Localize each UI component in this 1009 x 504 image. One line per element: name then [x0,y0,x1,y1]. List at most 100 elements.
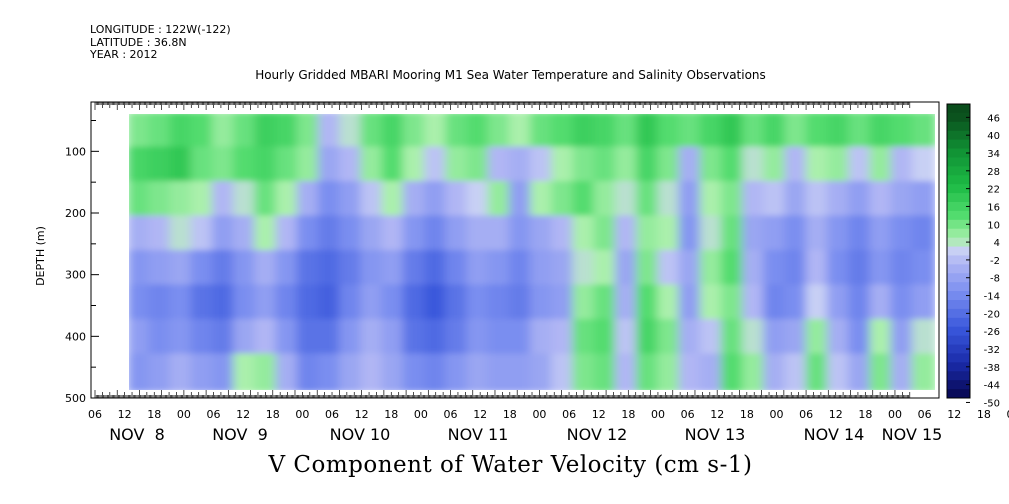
colorbar-segment [947,291,970,301]
heatmap-cell [466,353,492,390]
heatmap-cell [402,319,428,358]
colorbar-segment [947,246,970,256]
heatmap-cell [890,353,916,390]
heatmap-cell [636,353,662,390]
heatmap-cell [742,215,768,254]
heatmap-cell [129,181,153,220]
heatmap-cell [169,146,195,185]
heatmap-cell [508,284,534,323]
heatmap-cell [466,250,492,289]
heatmap-cell [275,146,301,185]
heatmap-cell [317,319,344,358]
heatmap-cell [254,319,280,358]
heatmap-cell [742,146,768,185]
heatmap-cell [339,114,365,151]
heatmap-cell [551,319,577,358]
heatmap-cell [720,319,747,358]
heatmap-cell [869,284,895,323]
heatmap-cell [593,250,619,289]
heatmap-cell [148,114,174,151]
heatmap-cell [699,353,725,390]
heatmap-cell [699,284,725,323]
heatmap-cell [381,250,407,289]
heatmap-cell [742,181,768,220]
heatmap-cell [890,284,916,323]
heatmap-cell [169,114,195,151]
heatmap-cell [890,215,916,254]
heatmap-cell [360,319,386,358]
heatmap-cell [129,250,153,289]
heatmap-cell [296,181,322,220]
heatmap-cell [233,284,259,323]
heatmap-cell [466,114,492,151]
heatmap-cell [360,284,386,323]
heatmap-cell [190,215,216,254]
heatmap-cell [466,284,492,323]
heatmap-cell [360,250,386,289]
heatmap-cell [826,353,853,390]
heatmap-cell [848,319,874,358]
colorbar-segment [947,362,970,372]
colorbar-label: -2 [990,256,1000,267]
heatmap-cell [657,319,683,358]
heatmap-cell [233,181,259,220]
heatmap-cell [805,114,831,151]
heatmap-cell [211,353,237,390]
colorbar-label: 40 [987,131,1000,142]
colorbar-segment [947,255,970,265]
heatmap-cell [699,215,725,254]
heatmap-cell [890,114,916,151]
heatmap-cell [826,250,853,289]
heatmap-cell [805,250,831,289]
x-tick-label: 00 [888,408,902,421]
heatmap-cell [254,146,280,185]
heatmap-cell [742,319,768,358]
heatmap-cell [423,146,450,185]
heatmap-cell [848,284,874,323]
x-date-label: NOV 15 [882,425,943,444]
colorbar-segment [947,219,970,230]
year-label: YEAR : 2012 [90,48,158,61]
heatmap-cell [763,284,789,323]
heatmap-cell [296,353,322,390]
heatmap-cell [129,114,153,151]
heatmap-cell [360,215,386,254]
x-tick-label: 06 [325,408,339,421]
heatmap-cell [190,250,216,289]
heatmap-cell [742,114,768,151]
y-tick-label: 400 [65,330,86,343]
heatmap-cell [190,319,216,358]
heatmap-cell [784,181,810,220]
heatmap-cell [657,284,683,323]
heatmap-cell [657,215,683,254]
heatmap-cell [784,215,810,254]
heatmap-cell [699,250,725,289]
heatmap-cell [763,181,789,220]
heatmap-cell [402,284,428,323]
heatmap-cell [508,250,534,289]
colorbar-label: -14 [984,292,1000,303]
heatmap-cell [445,215,471,254]
x-date-label: NOV 8 [109,425,165,444]
heatmap-cell [890,250,916,289]
heatmap-cell [784,146,810,185]
heatmap-cell [360,181,386,220]
heatmap-cell [636,146,662,185]
heatmap-cell [869,353,895,390]
heatmap-cell [275,319,301,358]
x-tick-label: 00 [1007,408,1009,421]
heatmap-cell [699,114,725,151]
heatmap-cell [572,146,598,185]
y-tick-label: 200 [65,207,86,220]
heatmap-cell [317,114,344,151]
colorbar-label: 10 [987,220,1000,231]
heatmap-cell [720,215,747,254]
heatmap-cell [508,319,534,358]
heatmap-cell [466,319,492,358]
heatmap-cell [317,146,344,185]
heatmap-cell [445,181,471,220]
heatmap-cell [233,215,259,254]
heatmap-cell [339,284,365,323]
heatmap-cell [678,215,704,254]
heatmap-cell [233,353,259,390]
